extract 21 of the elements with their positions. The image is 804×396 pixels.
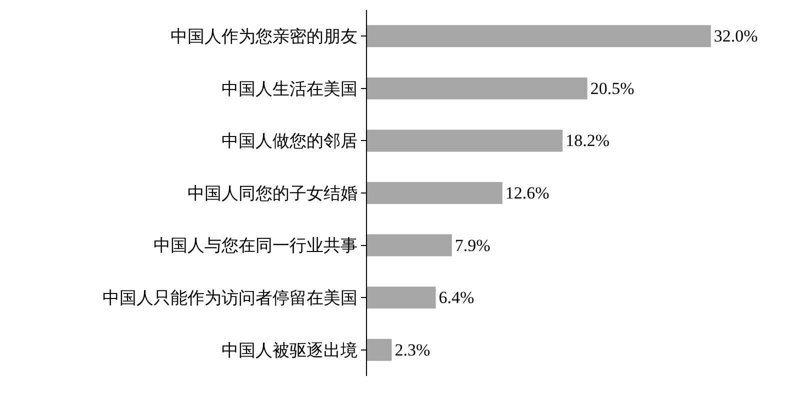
bar xyxy=(367,338,392,361)
y-tick-label: 中国人作为您亲密的朋友 xyxy=(170,27,358,46)
data-label: 7.9% xyxy=(454,236,490,255)
data-label: 2.3% xyxy=(394,340,430,360)
data-label: 18.2% xyxy=(566,131,610,150)
y-tick-label: 中国人与您在同一行业共事 xyxy=(154,236,358,256)
bar xyxy=(367,77,588,100)
data-label: 32.0% xyxy=(714,26,758,46)
data-label: 12.6% xyxy=(505,184,550,202)
bar xyxy=(367,182,502,204)
y-tick-label: 中国人同您的子女结婚 xyxy=(188,184,358,203)
bar xyxy=(367,286,436,309)
data-label: 6.4% xyxy=(438,288,474,308)
y-tick-label: 中国人做您的邻居 xyxy=(222,132,358,151)
y-tick-label: 中国人生活在美国 xyxy=(222,79,358,98)
y-tick-label: 中国人只能作为访问者停留在美国 xyxy=(102,288,358,308)
data-label: 20.5% xyxy=(590,78,634,98)
y-tick-label: 中国人被驱逐出境 xyxy=(222,340,358,360)
bar xyxy=(367,234,452,256)
bar xyxy=(367,25,711,48)
bar xyxy=(367,130,563,152)
